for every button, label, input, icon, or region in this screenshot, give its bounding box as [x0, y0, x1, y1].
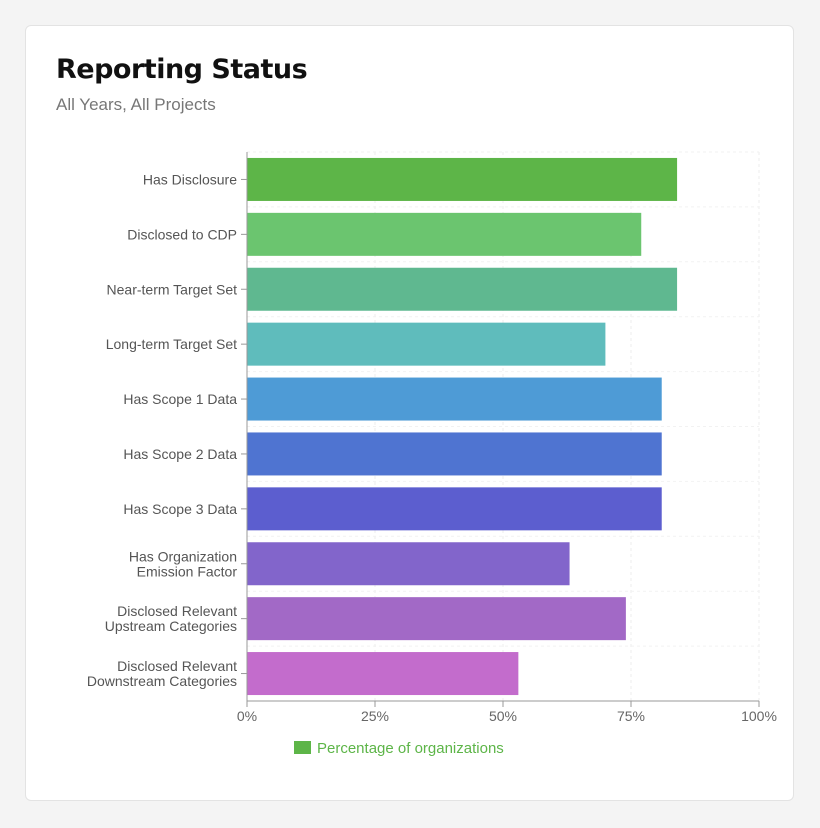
x-tick-label: 100%: [741, 708, 777, 724]
axes: [241, 152, 760, 707]
category-label: Disclosed Relevant Upstream Categories: [105, 603, 237, 634]
category-label-line: Has Disclosure: [143, 171, 237, 187]
bar[interactable]: [247, 542, 570, 586]
category-label-line: Disclosed to CDP: [127, 226, 237, 242]
category-label: Long-term Target Set: [106, 336, 237, 352]
page-title: Reporting Status: [56, 54, 308, 85]
category-label-line: Has Organization: [129, 548, 237, 564]
category-label: Has Disclosure: [143, 171, 237, 187]
category-label-line: Has Scope 1 Data: [123, 391, 237, 407]
bars: [247, 157, 678, 696]
x-tick-labels: 0% 25% 50% 75% 100%: [237, 708, 777, 724]
legend-label[interactable]: Percentage of organizations: [317, 740, 504, 757]
category-label-line: Has Scope 2 Data: [123, 446, 237, 462]
legend[interactable]: Percentage of organizations: [294, 740, 504, 757]
category-label-line: Disclosed Relevant: [117, 603, 237, 619]
page-subtitle: All Years, All Projects: [56, 95, 216, 114]
bar[interactable]: [247, 157, 678, 201]
category-label-line: Disclosed Relevant: [117, 658, 237, 674]
bar[interactable]: [247, 487, 662, 531]
bar[interactable]: [247, 322, 606, 366]
category-labels: Has Disclosure Disclosed to CDP Near-term …: [87, 171, 238, 689]
category-label: Has Scope 3 Data: [123, 501, 237, 517]
bar[interactable]: [247, 432, 662, 476]
x-tick-label: 25%: [361, 708, 389, 724]
x-tick-label: 50%: [489, 708, 517, 724]
category-label: Has Organization Emission Factor: [129, 548, 238, 579]
category-label-line: Long-term Target Set: [106, 336, 237, 352]
bar[interactable]: [247, 652, 519, 696]
category-label: Has Scope 2 Data: [123, 446, 237, 462]
category-label-line: Near-term Target Set: [107, 281, 238, 297]
category-label-line: Downstream Categories: [87, 673, 237, 689]
category-label-line: Has Scope 3 Data: [123, 501, 237, 517]
bar[interactable]: [247, 597, 626, 641]
category-label-line: Upstream Categories: [105, 618, 237, 634]
bar[interactable]: [247, 267, 678, 311]
category-label: Disclosed Relevant Downstream Categories: [87, 658, 237, 689]
legend-swatch[interactable]: [294, 741, 311, 754]
bar[interactable]: [247, 212, 642, 256]
category-label: Near-term Target Set: [107, 281, 238, 297]
x-tick-label: 0%: [237, 708, 257, 724]
category-label: Has Scope 1 Data: [123, 391, 237, 407]
category-label: Disclosed to CDP: [127, 226, 237, 242]
category-label-line: Emission Factor: [137, 563, 238, 579]
x-tick-label: 75%: [617, 708, 645, 724]
bar[interactable]: [247, 377, 662, 421]
